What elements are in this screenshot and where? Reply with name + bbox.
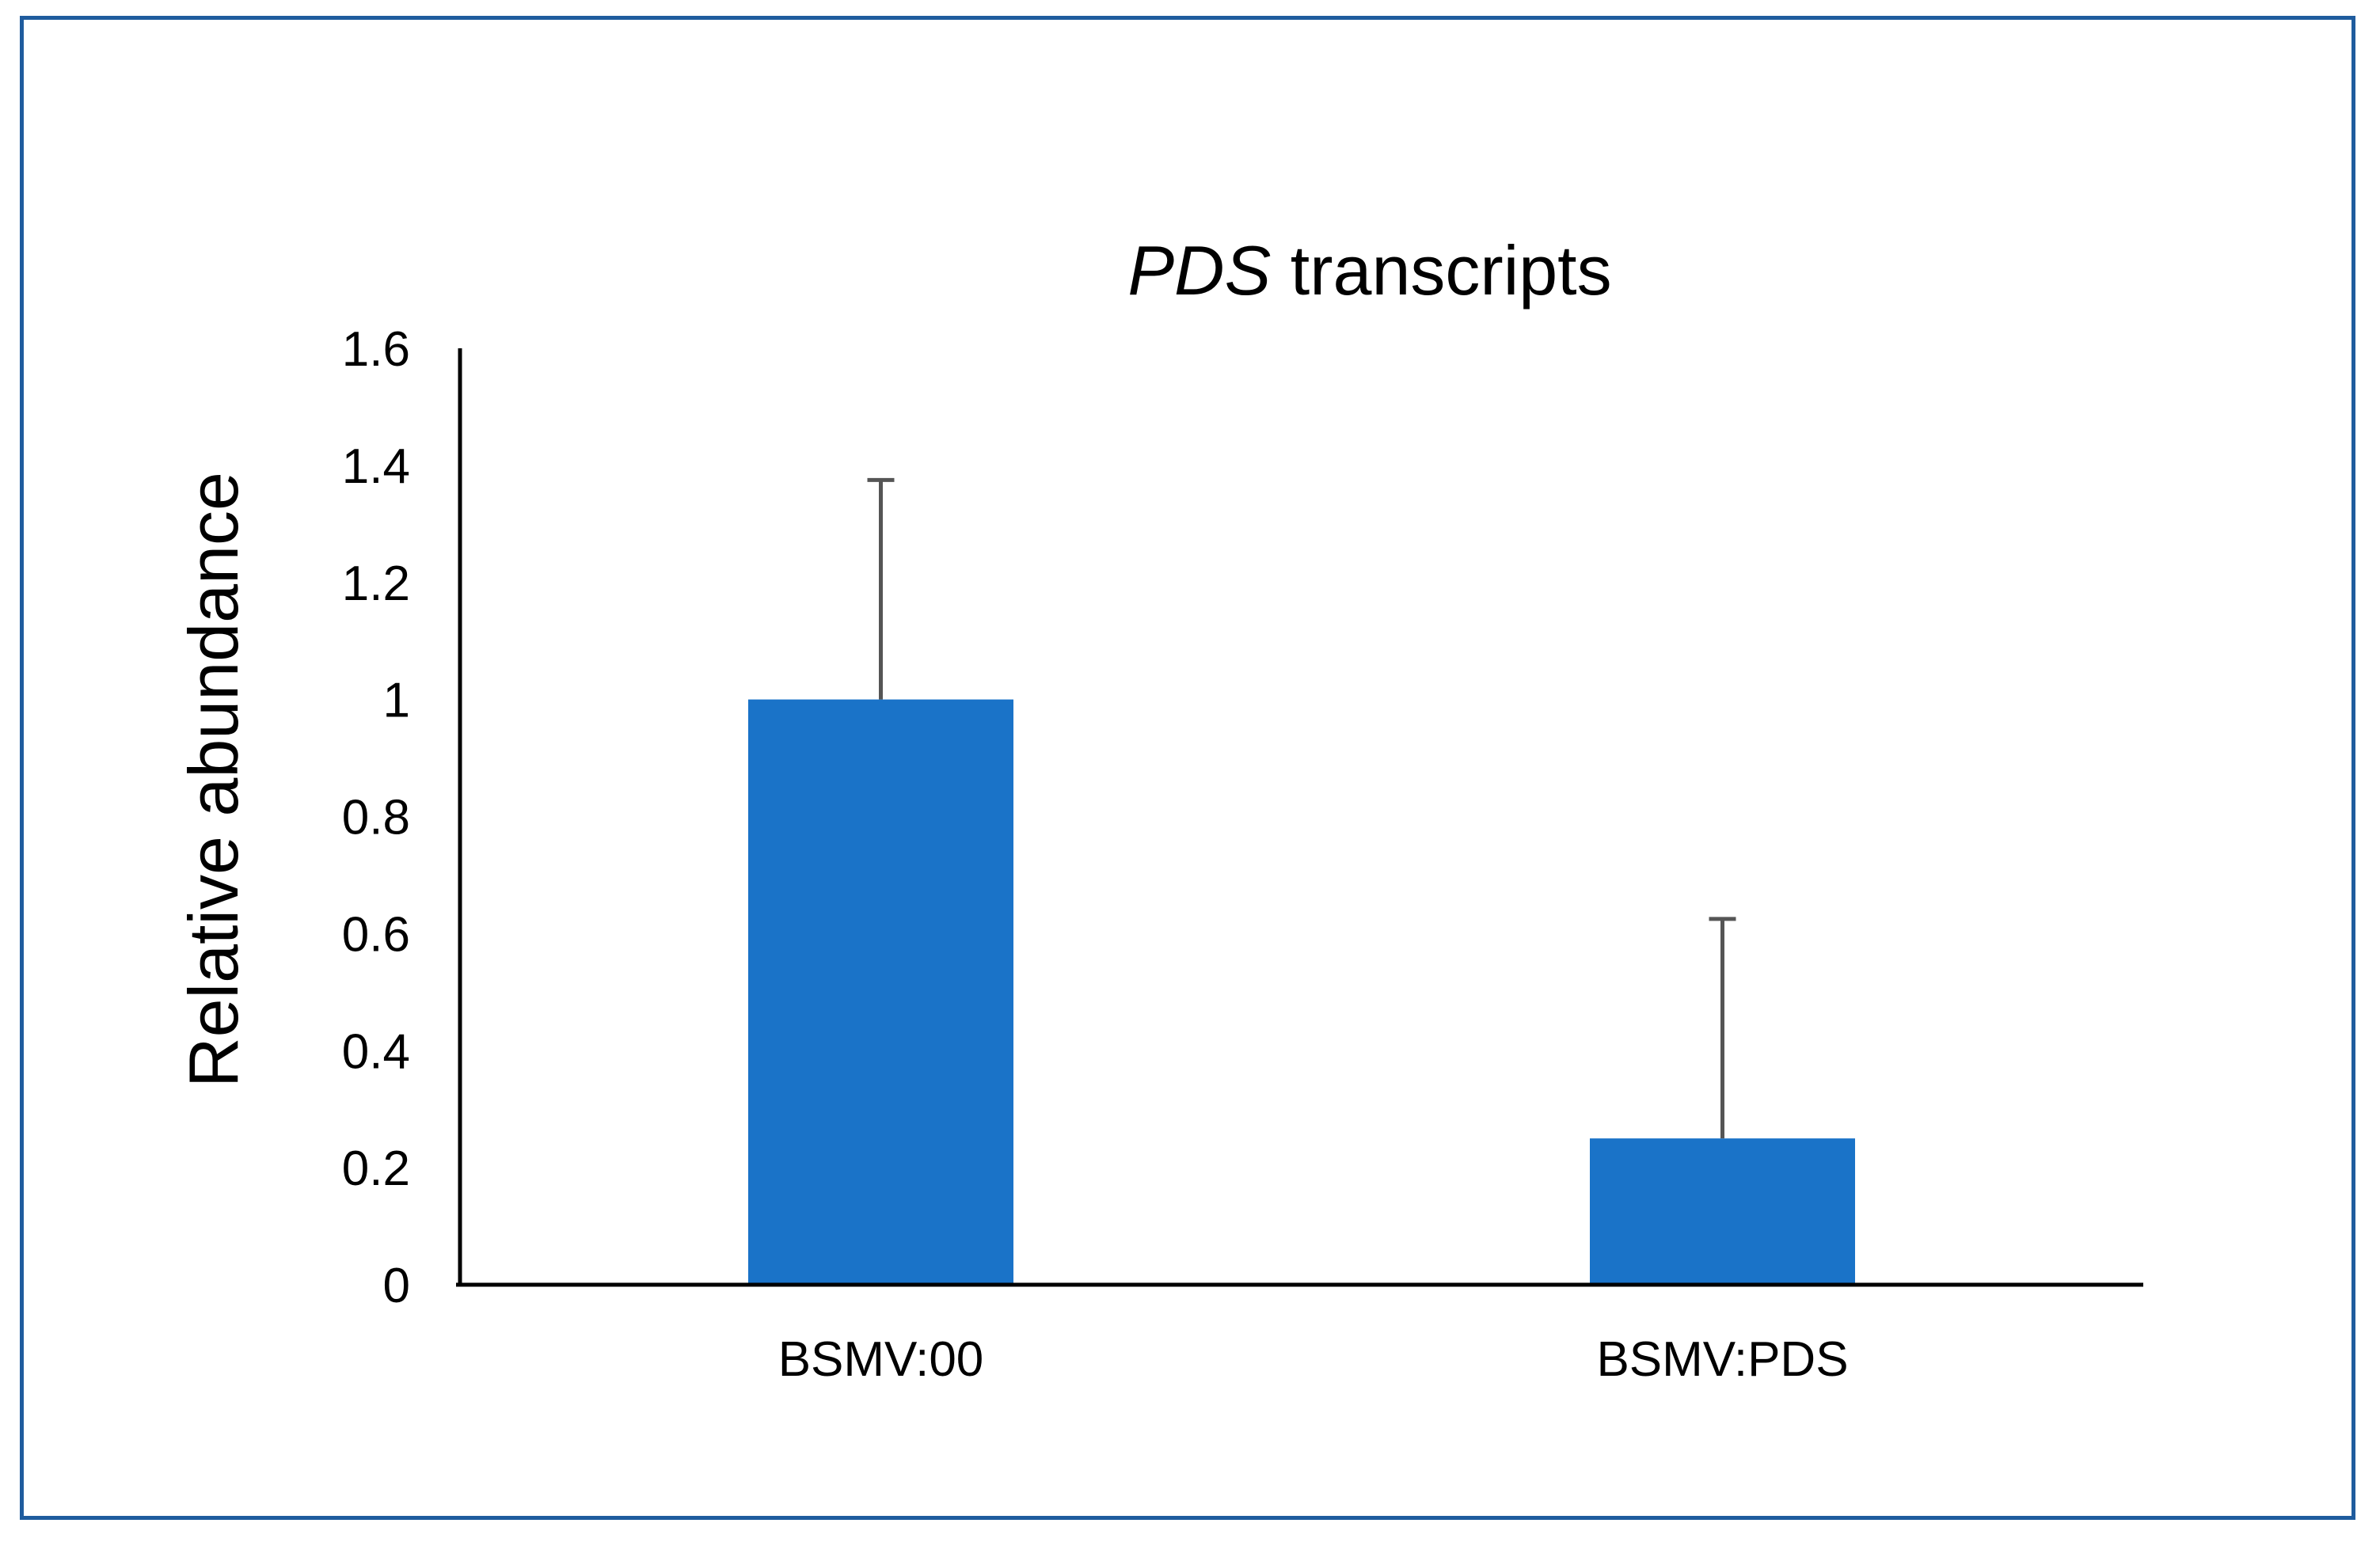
chart-title-rest: transcripts: [1271, 231, 1611, 310]
bar: [748, 699, 1013, 1285]
error-bars-layer: [867, 477, 1736, 1139]
y-tick-labels: 0 0.2 0.4 0.6 0.8 1 1.2 1.4 1.6: [342, 322, 410, 1313]
y-tick-label: 0.8: [342, 791, 410, 845]
chart-title: PDS transcripts: [1127, 231, 1611, 310]
x-tick-label: BSMV:PDS: [1596, 1332, 1848, 1387]
y-tick-label: 1.4: [342, 439, 410, 494]
bar: [1590, 1138, 1855, 1285]
y-tick-label: 0: [383, 1259, 410, 1313]
y-tick-label: 1: [383, 674, 410, 728]
y-tick-label: 0.2: [342, 1141, 410, 1196]
y-tick-label: 1.6: [342, 322, 410, 377]
bars-layer: [748, 699, 1855, 1285]
y-tick-label: 0.4: [342, 1024, 410, 1079]
chart-title-italic: PDS: [1127, 231, 1271, 310]
y-tick-label: 1.2: [342, 556, 410, 611]
x-tick-label: BSMV:00: [778, 1332, 984, 1387]
x-tick-labels: BSMV:00 BSMV:PDS: [778, 1332, 1849, 1387]
chart-frame: [20, 16, 2355, 1520]
y-tick-label: 0.6: [342, 907, 410, 962]
y-axis-label: Relative abundance: [174, 472, 253, 1088]
